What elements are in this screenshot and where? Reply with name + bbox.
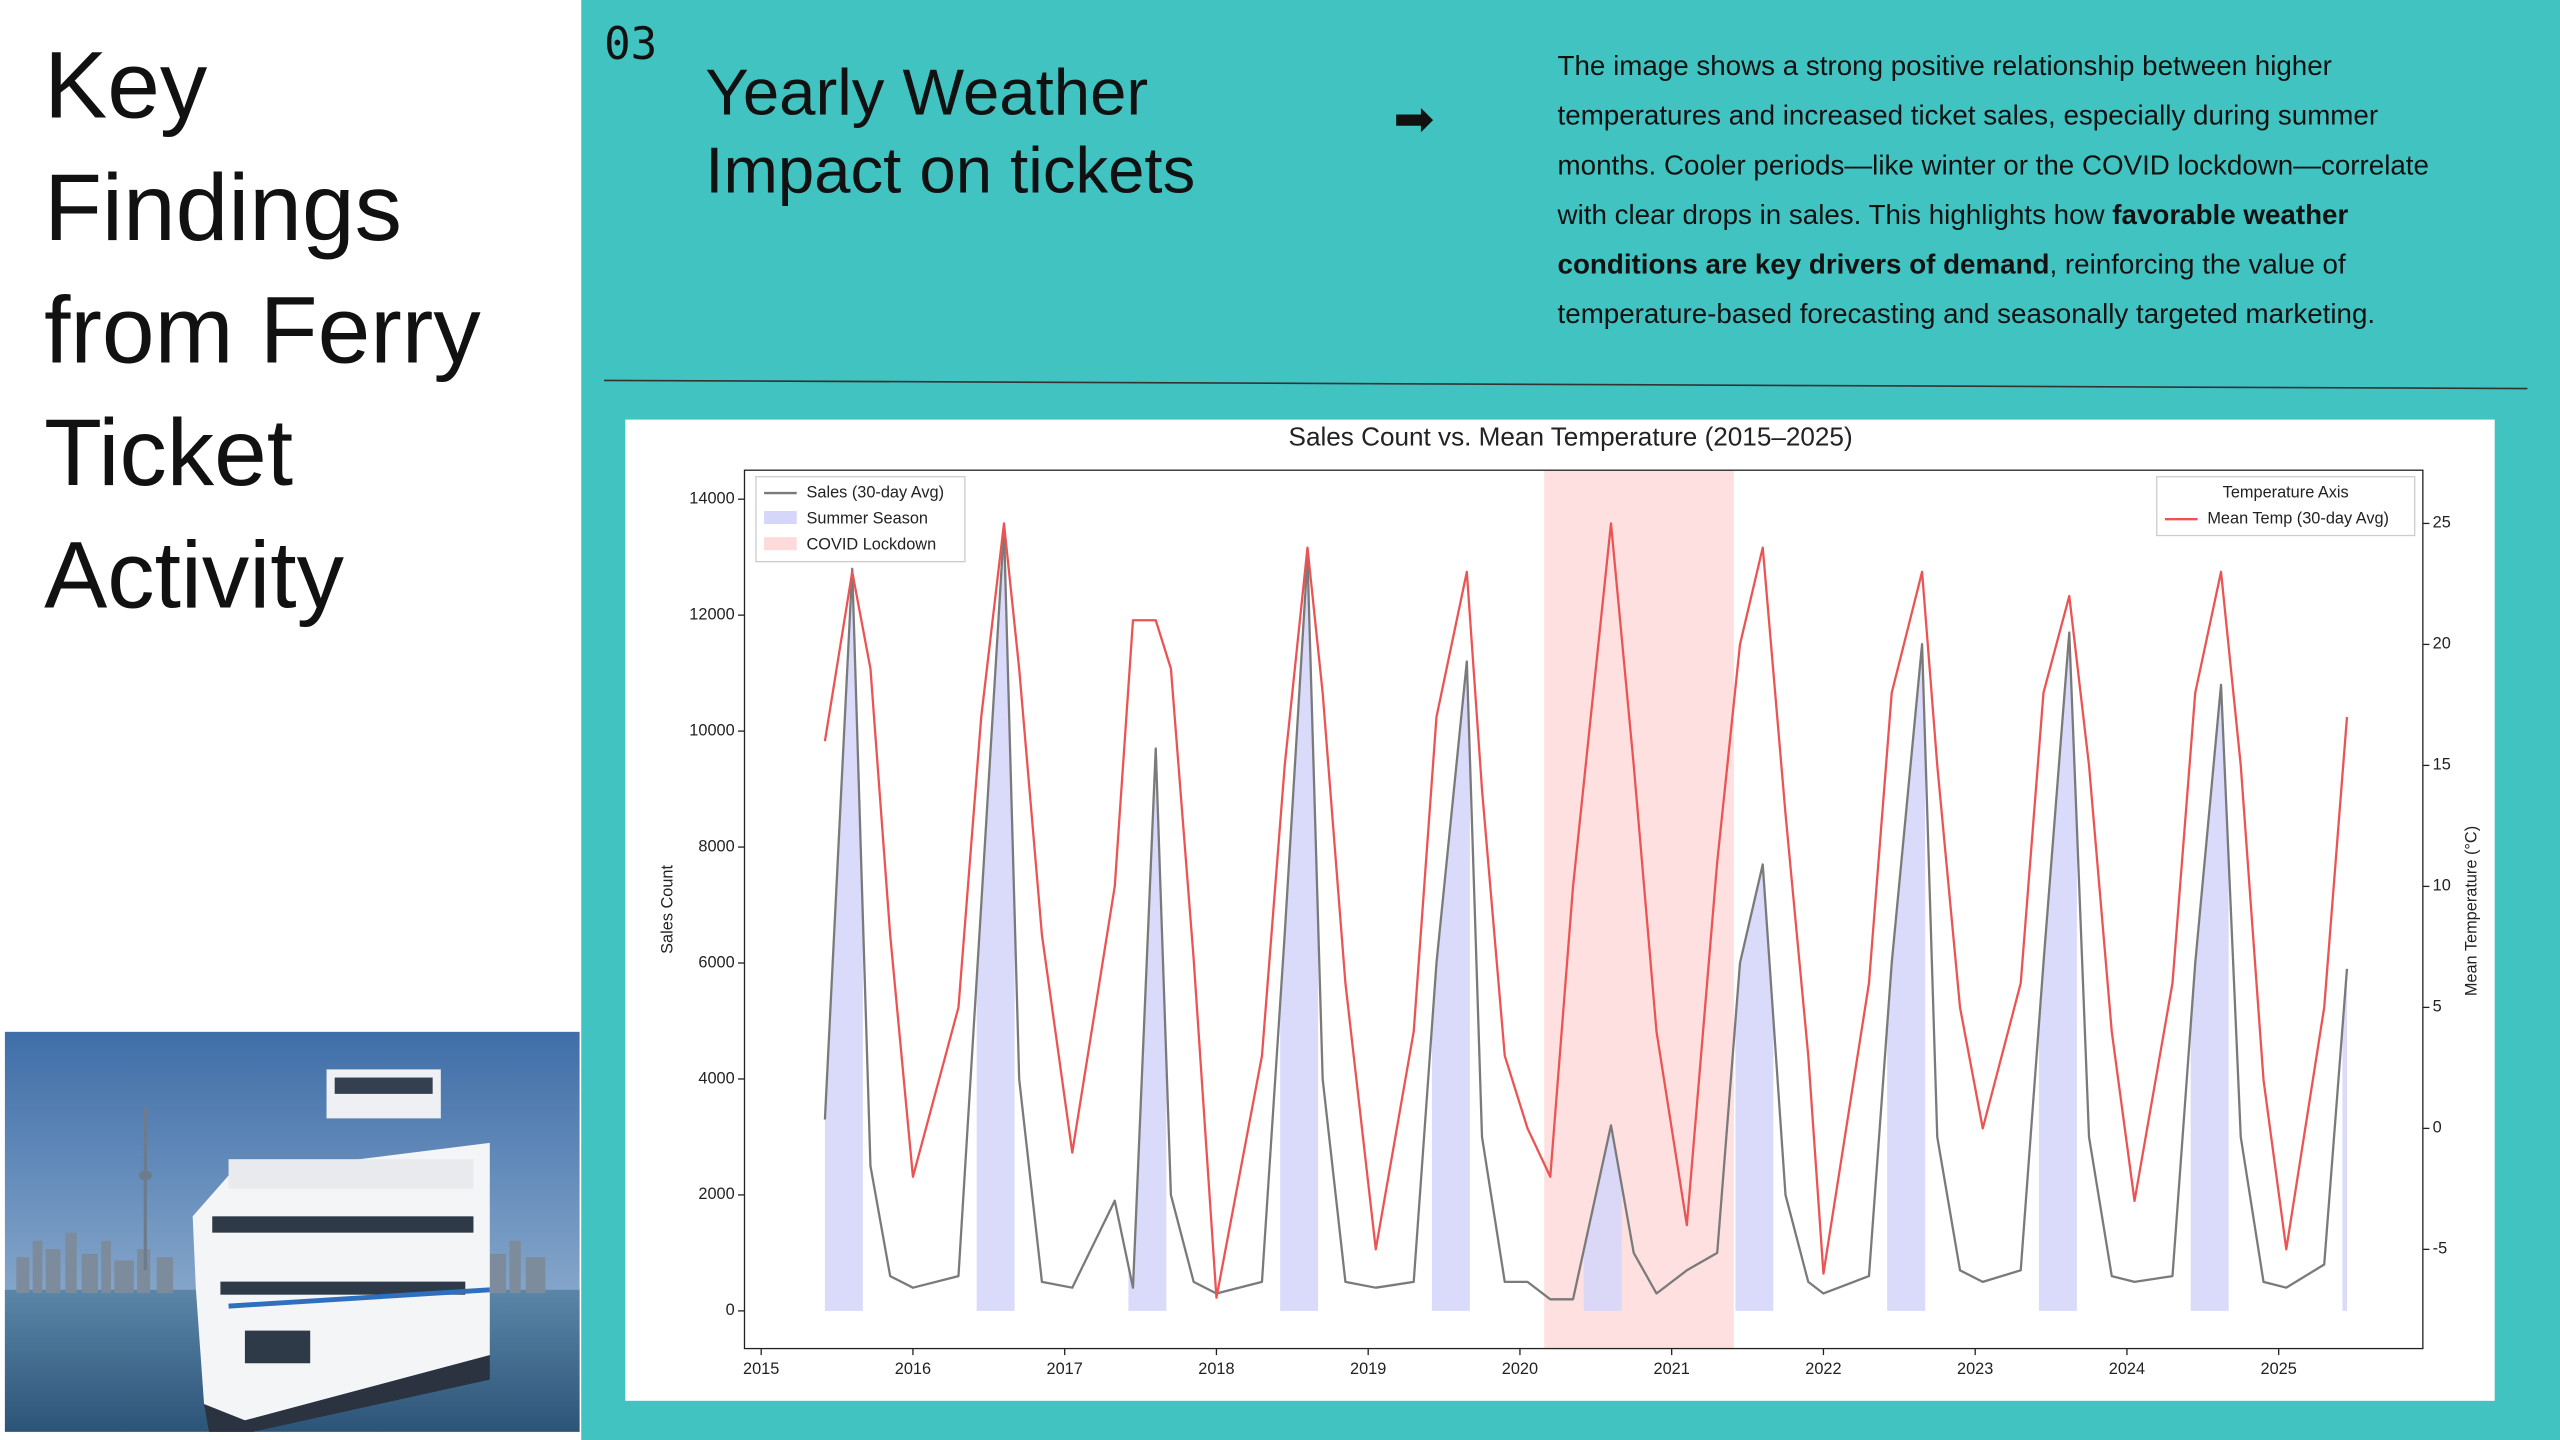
description-text: temperatures and increased ticket sales,… (1558, 100, 2379, 131)
series-line (823, 522, 2349, 1299)
y-tick-label: 2000 (698, 1185, 734, 1203)
summer-area (976, 528, 1015, 1311)
description-text: months. Cooler periods—like winter or th… (1558, 149, 2429, 180)
y-tick-label: 0 (726, 1301, 735, 1319)
y-tick-label: 12000 (689, 605, 734, 623)
arrow-icon: ➡ (1393, 91, 1434, 148)
summer-area (1735, 864, 1774, 1311)
description-text: The image shows a strong positive relati… (1558, 50, 2332, 81)
y2-tick-label: 15 (2433, 756, 2451, 774)
description-line: months. Cooler periods—like winter or th… (1558, 149, 2429, 180)
x-tick-label: 2025 (2261, 1360, 2297, 1378)
summer-area (1128, 748, 1167, 1311)
title-line: Findings (44, 155, 402, 261)
chart-title: Sales Count vs. Mean Temperature (2015–2… (1289, 422, 1853, 452)
chart: Sales Count vs. Mean Temperature (2015–2… (659, 422, 2481, 1378)
section-number: 03 (604, 19, 657, 70)
slide-title: Key Findings from Ferry Ticket Activity (44, 33, 481, 629)
legend-swatch (764, 537, 797, 551)
x-tick-label: 2016 (895, 1360, 931, 1378)
legend-swatch (764, 511, 797, 525)
plot-frame (743, 469, 2424, 1350)
description-line: temperatures and increased ticket sales,… (1558, 100, 2379, 131)
description-line: The image shows a strong positive relati… (1558, 50, 2332, 81)
x-tick-label: 2017 (1047, 1360, 1083, 1378)
legend-label: Mean Temp (30-day Avg) (2207, 509, 2389, 527)
covid-region (1544, 470, 1734, 1349)
y2-tick-label: 0 (2433, 1119, 2442, 1137)
x-tick-label: 2020 (1502, 1360, 1538, 1378)
x-tick-label: 2018 (1198, 1360, 1234, 1378)
y-axis-label: Sales Count (659, 864, 677, 953)
x-tick-label: 2022 (1805, 1360, 1841, 1378)
summer-area (2038, 632, 2077, 1311)
description-text: temperature-based forecasting and season… (1558, 298, 2376, 329)
description-text: favorable weather (2112, 199, 2348, 230)
summer-area (2190, 684, 2229, 1311)
y2-tick-label: 5 (2433, 998, 2442, 1016)
series-line (823, 527, 2349, 1301)
description-line: conditions are key drivers of demand, re… (1558, 249, 2346, 280)
description-line: temperature-based forecasting and season… (1558, 298, 2376, 329)
legend-label: Sales (30-day Avg) (807, 483, 945, 501)
x-tick-label: 2021 (1654, 1360, 1690, 1378)
ferry-photo (4, 1031, 580, 1432)
description-line: with clear drops in sales. This highligh… (1557, 199, 2349, 230)
legend-label: Summer Season (807, 509, 928, 527)
y2-tick-label: 20 (2433, 635, 2451, 653)
title-line: Activity (44, 522, 345, 628)
x-tick-label: 2024 (2109, 1360, 2145, 1378)
title-line: Key (44, 33, 208, 139)
description-text: , reinforcing the value of (2050, 249, 2346, 280)
y2-axis-label: Mean Temperature (°C) (2463, 826, 2481, 996)
summer-area (2342, 968, 2347, 1311)
x-tick-label: 2023 (1957, 1360, 1993, 1378)
legend-box (2156, 476, 2416, 537)
divider (604, 379, 2528, 390)
legend-title: Temperature Axis (2223, 483, 2349, 501)
x-tick-label: 2015 (743, 1360, 779, 1378)
title-line: from Ferry (44, 277, 481, 383)
title-line: Ticket (44, 400, 293, 506)
summer-area (1280, 557, 1319, 1311)
y-tick-label: 10000 (689, 721, 734, 739)
legend-label: COVID Lockdown (807, 536, 937, 554)
description-text: conditions are key drivers of demand (1558, 249, 2050, 280)
summer-area (1583, 1125, 1622, 1311)
description-text: with clear drops in sales. This highligh… (1557, 199, 2113, 230)
y2-tick-label: -5 (2433, 1240, 2448, 1258)
y-tick-label: 14000 (689, 490, 734, 508)
y2-tick-label: 10 (2433, 877, 2451, 895)
y-tick-label: 8000 (698, 837, 734, 855)
heading-line: Impact on tickets (705, 134, 1195, 207)
summer-area (824, 568, 863, 1311)
y2-tick-label: 25 (2433, 514, 2451, 532)
description: The image shows a strong positive relati… (1557, 50, 2429, 329)
heading-line: Yearly Weather (705, 55, 1148, 128)
summer-area (1431, 661, 1470, 1311)
summer-area (1887, 644, 1926, 1311)
x-tick-label: 2019 (1350, 1360, 1386, 1378)
y-tick-label: 4000 (698, 1069, 734, 1087)
y-tick-label: 6000 (698, 953, 734, 971)
